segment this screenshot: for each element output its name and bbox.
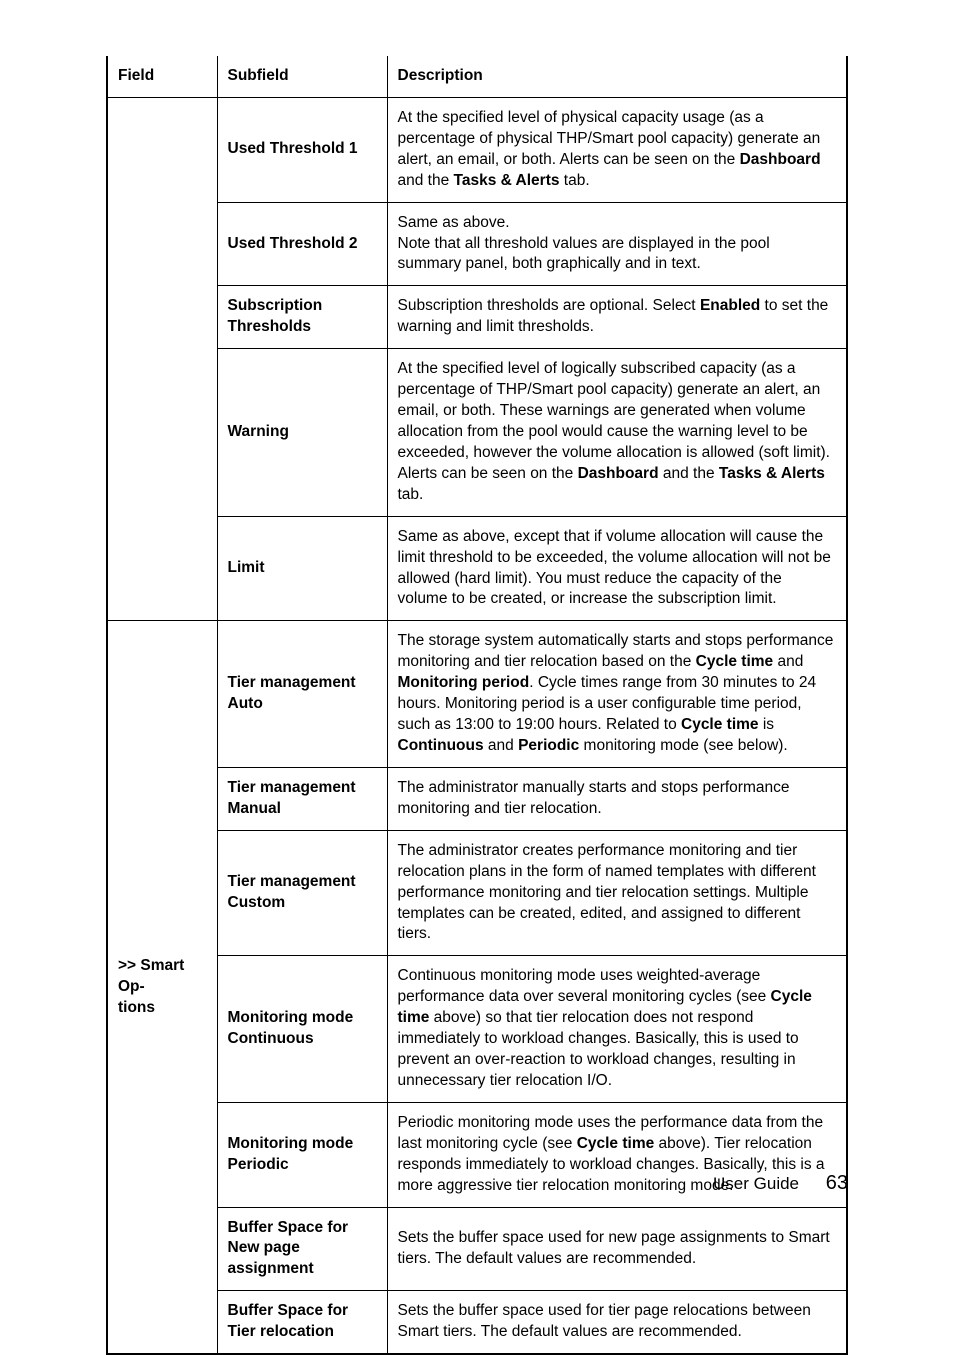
table-row: WarningAt the specified level of logical… [107,349,847,516]
subfield-cell: Monitoring mode Periodic [217,1102,387,1207]
description-cell: Continuous monitoring mode uses weighted… [387,956,847,1103]
table-row: Tier management ManualThe administrator … [107,767,847,830]
subfield-cell: Limit [217,516,387,621]
description-cell: Subscription thresholds are optional. Se… [387,286,847,349]
col-header-description: Description [387,56,847,97]
table-row: Buffer Space for Tier relocationSets the… [107,1291,847,1354]
table-row: Tier management CustomThe administrator … [107,830,847,956]
subfield-cell: Warning [217,349,387,516]
description-cell: At the specified level of logically subs… [387,349,847,516]
subfield-cell: Buffer Space for New page assignment [217,1207,387,1291]
page-footer: User Guide 63 [713,1172,848,1195]
field-description-table: Field Subfield Description Used Threshol… [106,56,848,1355]
table-row: LimitSame as above, except that if volum… [107,516,847,621]
description-cell: Same as above.Note that all threshold va… [387,202,847,286]
table-row: Buffer Space for New page assignmentSets… [107,1207,847,1291]
subfield-cell: Monitoring mode Continuous [217,956,387,1103]
table-row: Used Threshold 2Same as above.Note that … [107,202,847,286]
description-cell: Sets the buffer space used for tier page… [387,1291,847,1354]
description-cell: At the specified level of physical capac… [387,97,847,202]
subfield-cell: Buffer Space for Tier relocation [217,1291,387,1354]
description-cell: Sets the buffer space used for new page … [387,1207,847,1291]
document-page: Field Subfield Description Used Threshol… [0,0,954,1355]
table-row: >> Smart Op-tionsTier management AutoThe… [107,621,847,768]
description-cell: Same as above, except that if volume all… [387,516,847,621]
subfield-cell: Used Threshold 2 [217,202,387,286]
col-header-subfield: Subfield [217,56,387,97]
subfield-cell: Tier management Custom [217,830,387,956]
table-header-row: Field Subfield Description [107,56,847,97]
field-cell [107,97,217,620]
subfield-cell: Used Threshold 1 [217,97,387,202]
subfield-cell: Tier management Manual [217,767,387,830]
footer-page-number: 63 [826,1172,848,1194]
table-row: Monitoring mode ContinuousContinuous mon… [107,956,847,1103]
description-cell: The administrator manually starts and st… [387,767,847,830]
description-cell: The administrator creates performance mo… [387,830,847,956]
description-cell: The storage system automatically starts … [387,621,847,768]
subfield-cell: Tier management Auto [217,621,387,768]
col-header-field: Field [107,56,217,97]
table-row: Subscription ThresholdsSubscription thre… [107,286,847,349]
subfield-cell: Subscription Thresholds [217,286,387,349]
table-row: Used Threshold 1At the specified level o… [107,97,847,202]
field-cell: >> Smart Op-tions [107,621,217,1354]
footer-title: User Guide [713,1174,799,1193]
